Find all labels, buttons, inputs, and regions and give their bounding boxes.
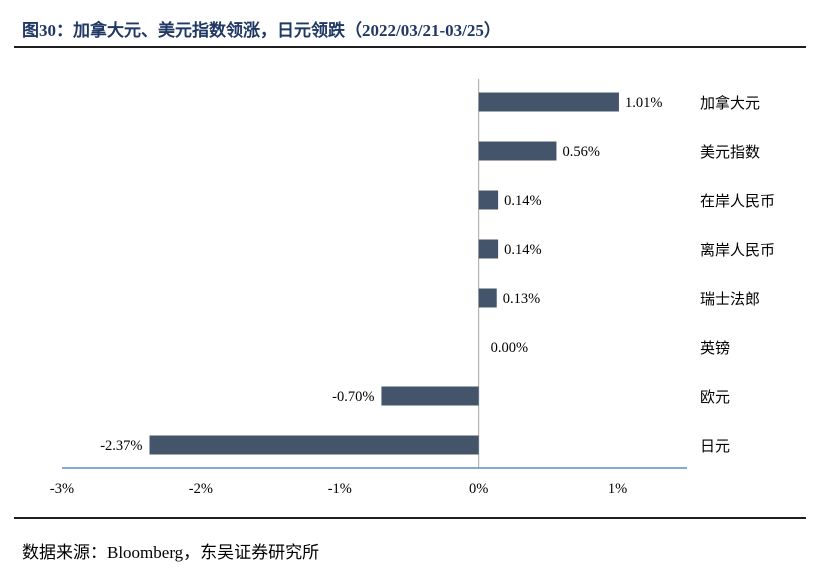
- chart-title: 图30：加拿大元、美元指数领涨，日元领跌（2022/03/21-03/25）: [22, 21, 501, 40]
- bar-chart: 1.01% 加拿大元 0.56% 美元指数 0.14% 在岸人民币 0.14% 离岸人民币 0.…: [50, 79, 775, 497]
- value-label-4: 0.13%: [503, 291, 540, 307]
- value-label-5: 0.00%: [491, 340, 528, 356]
- x-tick-label-0: -3%: [50, 481, 74, 497]
- x-tick-label-2: -1%: [328, 481, 352, 497]
- title-divider: [14, 46, 806, 48]
- x-tick-label-4: 1%: [608, 481, 627, 497]
- bar-2: [478, 190, 499, 210]
- bar-4: [478, 288, 497, 308]
- category-label-7: 日元: [700, 439, 730, 455]
- bar-7: [149, 435, 479, 455]
- x-tick-label-1: -2%: [189, 481, 213, 497]
- value-label-2: 0.14%: [504, 193, 541, 209]
- category-label-5: 英镑: [700, 339, 730, 357]
- footer-divider: [14, 517, 806, 519]
- value-label-6: -0.70%: [332, 389, 374, 405]
- value-label-7: -2.37%: [100, 438, 142, 454]
- bar-6: [381, 386, 479, 406]
- category-label-2: 在岸人民币: [700, 193, 775, 210]
- category-label-1: 美元指数: [700, 144, 760, 161]
- category-label-0: 加拿大元: [700, 94, 760, 112]
- category-label-4: 瑞士法郎: [700, 291, 760, 308]
- bar-3: [478, 239, 499, 259]
- source-note: 数据来源：Bloomberg，东吴证券研究所: [22, 543, 320, 562]
- x-tick-label-3: 0%: [469, 481, 488, 497]
- value-label-1: 0.56%: [562, 144, 599, 160]
- category-label-3: 离岸人民币: [700, 242, 775, 259]
- value-label-0: 1.01%: [625, 95, 662, 111]
- bar-1: [478, 141, 557, 161]
- value-label-3: 0.14%: [504, 242, 541, 258]
- category-label-6: 欧元: [700, 389, 730, 406]
- bar-0: [478, 92, 619, 112]
